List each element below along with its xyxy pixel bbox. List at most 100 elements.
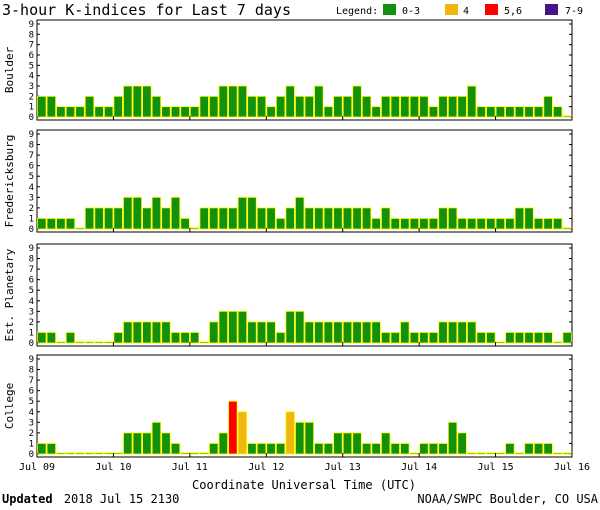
x-tick-label: Jul 11 (172, 462, 208, 473)
x-tick-label: Jul 10 (95, 462, 131, 473)
k-index-bar (256, 95, 267, 118)
k-index-bar (170, 196, 181, 230)
k-index-bar (151, 421, 162, 455)
k-index-bar (333, 95, 343, 118)
k-index-bar (409, 332, 420, 344)
k-index-bar (400, 95, 410, 118)
k-index-bar (218, 310, 228, 344)
k-index-bar (103, 106, 114, 118)
k-index-bar (46, 95, 57, 118)
y-tick-label: 0 (29, 339, 34, 349)
panel-frame-fredericksburg (36, 129, 573, 233)
k-index-bar (218, 85, 228, 118)
k-index-bar (209, 207, 219, 230)
y-tick-label: 8 (29, 255, 34, 265)
k-index-bar (75, 106, 85, 118)
x-tick-label: Jul 13 (325, 462, 361, 473)
y-tick-label: 9 (29, 20, 34, 30)
k-index-bar (37, 95, 47, 118)
k-index-bar (562, 452, 572, 455)
k-index-bar (275, 218, 286, 230)
k-index-bar (189, 332, 200, 344)
legend-swatch-0-3 (383, 4, 396, 15)
k-index-bar (314, 207, 324, 230)
k-index-bar (170, 332, 181, 344)
k-index-bar (543, 443, 553, 455)
k-index-bar (275, 95, 286, 118)
y-tick-label: 7 (29, 151, 34, 161)
k-index-bar (505, 218, 515, 230)
y-tick-label: 5 (29, 172, 34, 182)
k-index-bar (37, 332, 47, 344)
k-index-bar (419, 218, 429, 230)
k-index-bar (342, 432, 353, 455)
k-index-bar (37, 218, 47, 230)
panel-frame-college (36, 354, 573, 458)
k-index-bar (400, 443, 410, 455)
k-index-bar (228, 207, 238, 230)
k-index-bar (533, 106, 544, 118)
k-index-bar (237, 411, 248, 455)
k-index-bar (180, 452, 190, 455)
k-index-bar (342, 207, 353, 230)
y-tick-label: 9 (29, 355, 34, 365)
k-index-bar (237, 85, 248, 118)
k-index-bar (113, 207, 123, 230)
x-tick-label: Jul 15 (478, 462, 514, 473)
k-index-bar (323, 321, 334, 344)
k-index-bar (199, 207, 209, 230)
k-index-bar (495, 106, 506, 118)
y-tick-label: 5 (29, 286, 34, 296)
k-index-bar (562, 332, 572, 344)
k-index-bar (552, 341, 563, 344)
k-index-bar (151, 196, 162, 230)
y-tick-label: 8 (29, 30, 34, 40)
k-index-bar (218, 432, 228, 455)
k-index-bar (247, 196, 257, 230)
k-index-bar (371, 106, 381, 118)
k-index-bar (295, 310, 305, 344)
k-index-bar (132, 432, 142, 455)
k-index-bar (352, 207, 362, 230)
k-index-bar (228, 85, 238, 118)
k-index-bar (495, 218, 506, 230)
k-index-bar (476, 332, 486, 344)
k-index-bar (419, 443, 429, 455)
k-index-bar (447, 95, 458, 118)
k-index-bar (476, 218, 486, 230)
k-index-bar (524, 207, 534, 230)
k-index-bar (123, 196, 133, 230)
k-index-bar (161, 432, 171, 455)
k-index-bar (170, 106, 181, 118)
legend: Legend: 0-3 4 5,6 7-9 (336, 4, 583, 17)
k-index-bar (123, 321, 133, 344)
k-index-bar (228, 400, 238, 455)
k-index-bar (266, 106, 276, 118)
y-tick-label: 8 (29, 366, 34, 376)
x-tick-labels: Jul 09 Jul 10 Jul 11 Jul 12 Jul 13 Jul 14 Jul … (19, 462, 590, 473)
k-index-bar (419, 95, 429, 118)
k-index-bar (142, 85, 152, 118)
k-index-bar (46, 443, 57, 455)
source-credit: NOAA/SWPC Boulder, CO USA (417, 492, 598, 506)
k-index-bar (323, 106, 334, 118)
k-index-bar (142, 321, 152, 344)
y-tick-label: 5 (29, 397, 34, 407)
k-index-bar (514, 452, 525, 455)
k-index-bar (524, 443, 534, 455)
k-index-bar (113, 452, 123, 455)
k-index-bar (438, 443, 448, 455)
k-index-bar (514, 332, 525, 344)
updated-label: Updated (2, 492, 53, 506)
k-index-bar (342, 321, 353, 344)
k-index-bar (409, 95, 420, 118)
k-index-bar (285, 310, 295, 344)
k-index-bar (228, 310, 238, 344)
station-label-college: College (3, 383, 16, 429)
k-index-bar (256, 207, 267, 230)
k-index-bar (37, 443, 47, 455)
y-tick-label: 9 (29, 130, 34, 140)
y-tick-label: 6 (29, 387, 34, 397)
y-tick-label: 4 (29, 183, 34, 193)
